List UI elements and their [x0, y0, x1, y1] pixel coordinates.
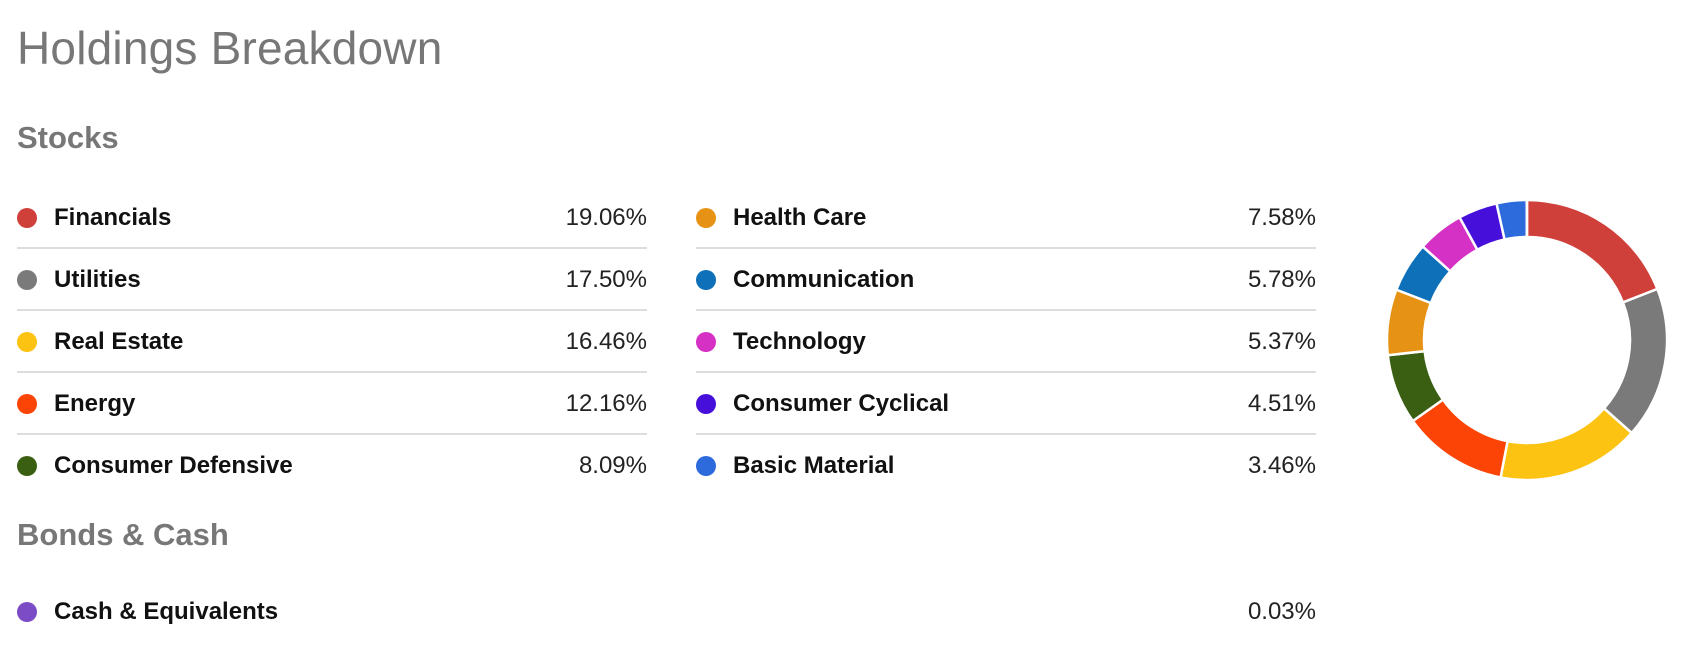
legend-dot-energy [17, 394, 37, 414]
holding-row-financials: Financials 19.06% [17, 187, 647, 249]
holding-label: Energy [54, 390, 136, 417]
allocation-donut-chart [1385, 198, 1669, 482]
holding-value: 17.50% [565, 266, 647, 293]
holding-label: Real Estate [54, 328, 184, 355]
holding-value: 5.37% [1247, 328, 1316, 355]
donut-slice-financials [1525, 198, 1659, 305]
holding-label: Financials [54, 204, 172, 231]
holding-label: Consumer Cyclical [733, 390, 950, 417]
holding-label: Communication [733, 266, 915, 293]
holding-value: 0.03% [1247, 598, 1316, 625]
legend-dot-consumer-cyclical [696, 394, 716, 414]
legend-dot-basic-material [696, 456, 716, 476]
legend-dot-technology [696, 332, 716, 352]
donut-slice-utilities [1602, 287, 1669, 435]
stocks-list-right: Health Care 7.58% Communication 5.78% Te… [696, 187, 1316, 497]
holding-value: 12.16% [565, 390, 647, 417]
holding-value: 7.58% [1247, 204, 1316, 231]
page-title: Holdings Breakdown [17, 22, 443, 74]
holding-row-utilities: Utilities 17.50% [17, 249, 647, 311]
holding-label: Cash & Equivalents [54, 598, 279, 625]
holding-label: Consumer Defensive [54, 452, 293, 479]
holding-label: Health Care [733, 204, 867, 231]
holding-row-communication: Communication 5.78% [696, 249, 1316, 311]
legend-dot-consumer-defensive [17, 456, 37, 476]
holding-value: 16.46% [565, 328, 647, 355]
holding-label: Basic Material [733, 452, 895, 479]
section-title-stocks: Stocks [17, 120, 119, 155]
holding-value: 19.06% [565, 204, 647, 231]
holding-row-real-estate: Real Estate 16.46% [17, 311, 647, 373]
holding-value: 5.78% [1247, 266, 1316, 293]
holding-value: 4.51% [1247, 390, 1316, 417]
holding-row-health-care: Health Care 7.58% [696, 187, 1316, 249]
holding-row-basic-material: Basic Material 3.46% [696, 435, 1316, 497]
holding-row-cash-equivalents: Cash & Equivalents 0.03% [17, 597, 1316, 637]
holding-row-energy: Energy 12.16% [17, 373, 647, 435]
holding-row-consumer-defensive: Consumer Defensive 8.09% [17, 435, 647, 497]
legend-dot-health-care [696, 208, 716, 228]
donut-slice-real-estate [1499, 406, 1634, 482]
holding-row-consumer-cyclical: Consumer Cyclical 4.51% [696, 373, 1316, 435]
holding-label: Technology [733, 328, 866, 355]
legend-dot-cash-equivalents [17, 602, 37, 622]
section-title-bonds-cash: Bonds & Cash [17, 517, 229, 552]
holding-label: Utilities [54, 266, 141, 293]
legend-dot-financials [17, 208, 37, 228]
holding-row-technology: Technology 5.37% [696, 311, 1316, 373]
legend-dot-communication [696, 270, 716, 290]
holding-value: 3.46% [1247, 452, 1316, 479]
stocks-list-left: Financials 19.06% Utilities 17.50% Real … [17, 187, 647, 497]
holding-value: 8.09% [578, 452, 647, 479]
legend-dot-utilities [17, 270, 37, 290]
legend-dot-real-estate [17, 332, 37, 352]
